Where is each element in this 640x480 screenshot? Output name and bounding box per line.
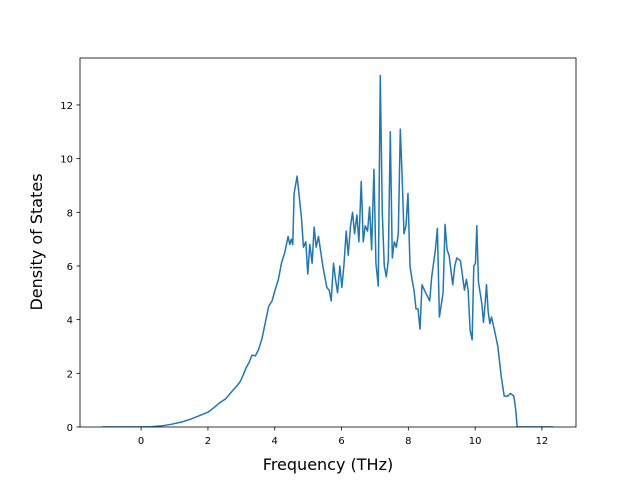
plot-frame: [79, 57, 577, 428]
y-tick-label: 4: [67, 316, 73, 327]
y-tick-label: 12: [60, 101, 73, 112]
x-tick-label: 8: [405, 436, 411, 447]
x-tick-label: 6: [338, 436, 344, 447]
dos-line: [102, 74, 553, 427]
x-tick-label: 4: [272, 436, 278, 447]
x-tick-label: 10: [469, 436, 482, 447]
x-tick-label: 0: [138, 436, 144, 447]
x-axis-title: Frequency (THz): [263, 455, 393, 474]
y-tick-label: 0: [67, 423, 73, 434]
y-tick-label: 8: [67, 208, 73, 219]
y-tick-label: 2: [67, 369, 73, 380]
y-tick-label: 10: [60, 155, 73, 166]
x-tick-label: 2: [205, 436, 211, 447]
x-tick-label: 12: [536, 436, 549, 447]
y-axis-title: Density of States: [27, 173, 46, 310]
y-tick-label: 6: [67, 262, 73, 273]
